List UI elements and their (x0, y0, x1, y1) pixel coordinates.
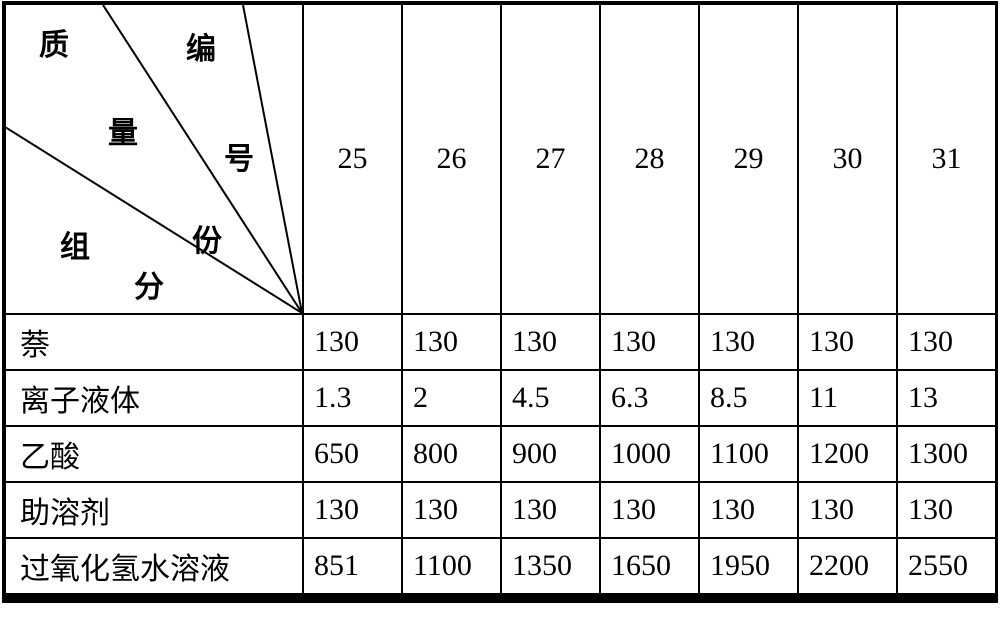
table-cell: 11 (798, 370, 897, 426)
table-cell: 130 (798, 482, 897, 538)
table-row: 乙酸 650 800 900 1000 1100 1200 1300 (5, 426, 996, 482)
col-header: 30 (798, 4, 897, 314)
col-header: 25 (303, 4, 402, 314)
data-table-container: 质 编 量 号 份 组 分 25 26 27 28 29 30 31 萘 (2, 1, 998, 603)
table-cell: 8.5 (699, 370, 798, 426)
table-cell: 2200 (798, 538, 897, 594)
table-cell: 2 (402, 370, 501, 426)
table-cell: 650 (303, 426, 402, 482)
table-cell: 130 (897, 482, 996, 538)
table-cell: 130 (303, 314, 402, 370)
header-label-zhi: 质 (39, 31, 69, 61)
table-row: 离子液体 1.3 2 4.5 6.3 8.5 11 13 (5, 370, 996, 426)
table-row: 助溶剂 130 130 130 130 130 130 130 (5, 482, 996, 538)
table-cell: 130 (600, 482, 699, 538)
table-cell: 851 (303, 538, 402, 594)
table-cell: 130 (798, 314, 897, 370)
header-label-zu: 组 (60, 233, 90, 263)
table-cell: 1100 (402, 538, 501, 594)
table-cell: 4.5 (501, 370, 600, 426)
table-cell: 130 (699, 482, 798, 538)
table-cell: 130 (402, 314, 501, 370)
table-cell: 1350 (501, 538, 600, 594)
header-label-liang: 量 (108, 119, 138, 149)
table-body: 萘 130 130 130 130 130 130 130 离子液体 1.3 2… (5, 314, 996, 594)
header-label-fen: 份 (192, 227, 222, 257)
row-label: 助溶剂 (5, 482, 303, 538)
row-label: 离子液体 (5, 370, 303, 426)
data-table: 质 编 量 号 份 组 分 25 26 27 28 29 30 31 萘 (4, 3, 997, 595)
col-header: 31 (897, 4, 996, 314)
row-label: 萘 (5, 314, 303, 370)
table-cell: 1200 (798, 426, 897, 482)
table-cell: 130 (600, 314, 699, 370)
table-cell: 130 (501, 482, 600, 538)
table-cell: 130 (897, 314, 996, 370)
table-cell: 6.3 (600, 370, 699, 426)
table-cell: 1100 (699, 426, 798, 482)
table-cell: 1000 (600, 426, 699, 482)
table-cell: 800 (402, 426, 501, 482)
table-cell: 1.3 (303, 370, 402, 426)
table-row: 过氧化氢水溶液 851 1100 1350 1650 1950 2200 255… (5, 538, 996, 594)
table-cell: 1650 (600, 538, 699, 594)
col-header: 28 (600, 4, 699, 314)
row-label: 过氧化氢水溶液 (5, 538, 303, 594)
table-cell: 130 (303, 482, 402, 538)
header-label-bian: 编 (186, 35, 216, 65)
table-cell: 1300 (897, 426, 996, 482)
col-header: 26 (402, 4, 501, 314)
table-cell: 130 (501, 314, 600, 370)
table-cell: 1950 (699, 538, 798, 594)
col-header: 27 (501, 4, 600, 314)
table-row: 萘 130 130 130 130 130 130 130 (5, 314, 996, 370)
table-cell: 900 (501, 426, 600, 482)
corner-header-cell: 质 编 量 号 份 组 分 (5, 4, 303, 314)
header-label-hao: 号 (224, 145, 254, 175)
col-header: 29 (699, 4, 798, 314)
table-cell: 130 (402, 482, 501, 538)
table-cell: 130 (699, 314, 798, 370)
table-cell: 2550 (897, 538, 996, 594)
header-label-fen2: 分 (134, 273, 164, 303)
header-row: 质 编 量 号 份 组 分 25 26 27 28 29 30 31 (5, 4, 996, 314)
table-cell: 13 (897, 370, 996, 426)
row-label: 乙酸 (5, 426, 303, 482)
